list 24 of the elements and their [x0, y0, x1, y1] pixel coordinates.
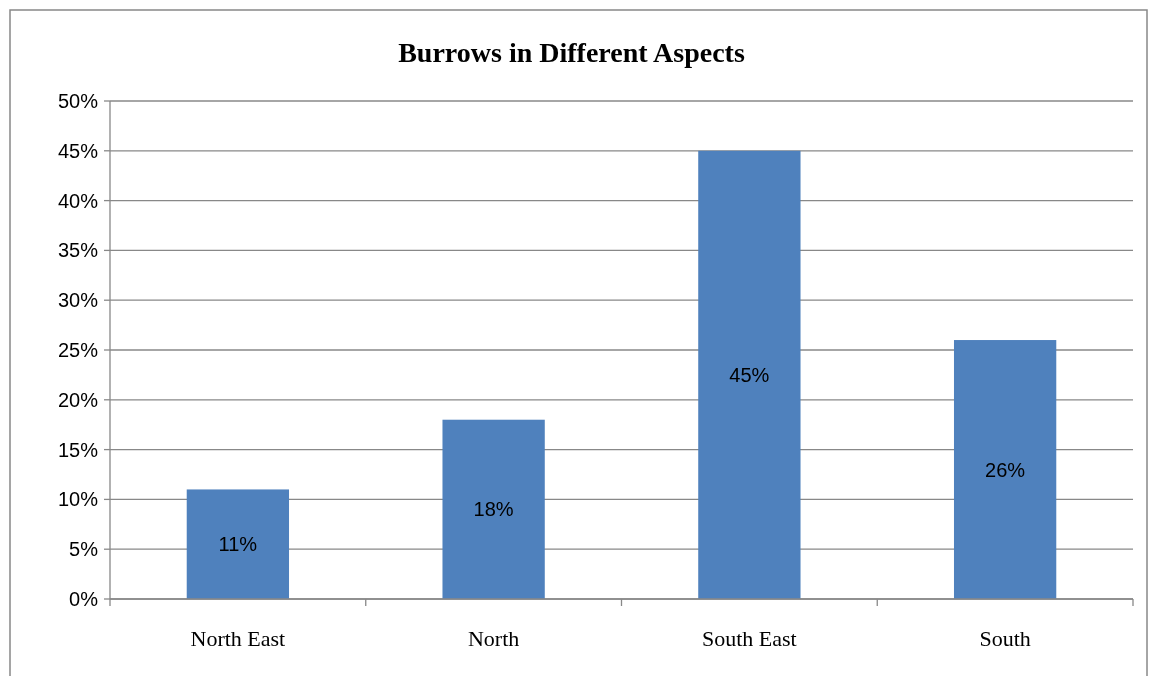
y-tick-label: 20%: [57, 388, 99, 411]
y-tick-label: 15%: [57, 438, 99, 461]
data-label: 26%: [985, 458, 1026, 481]
x-tick-label: North: [467, 626, 520, 651]
y-tick-label: 40%: [57, 189, 99, 212]
chart-title: Burrows in Different Aspects: [398, 37, 745, 68]
bar: [953, 340, 1057, 599]
y-tick-label: 5%: [69, 538, 99, 561]
x-tick-label: South: [979, 626, 1031, 651]
y-tick-label: 45%: [57, 139, 99, 162]
x-tick-label: South East: [702, 626, 797, 651]
y-tick-label: 50%: [57, 90, 99, 112]
x-tick-label: North East: [190, 626, 286, 651]
y-tick-label: 30%: [57, 289, 99, 312]
y-tick-label: 35%: [57, 239, 99, 262]
y-tick-label: 10%: [57, 488, 99, 511]
y-tick-label: 0%: [69, 588, 99, 610]
bar: [186, 489, 290, 599]
bar: [442, 419, 545, 599]
data-label: 45%: [729, 363, 770, 386]
bar: [698, 150, 801, 599]
y-tick-label: 25%: [57, 339, 99, 361]
data-label: 11%: [218, 533, 258, 556]
data-label: 18%: [473, 498, 514, 521]
